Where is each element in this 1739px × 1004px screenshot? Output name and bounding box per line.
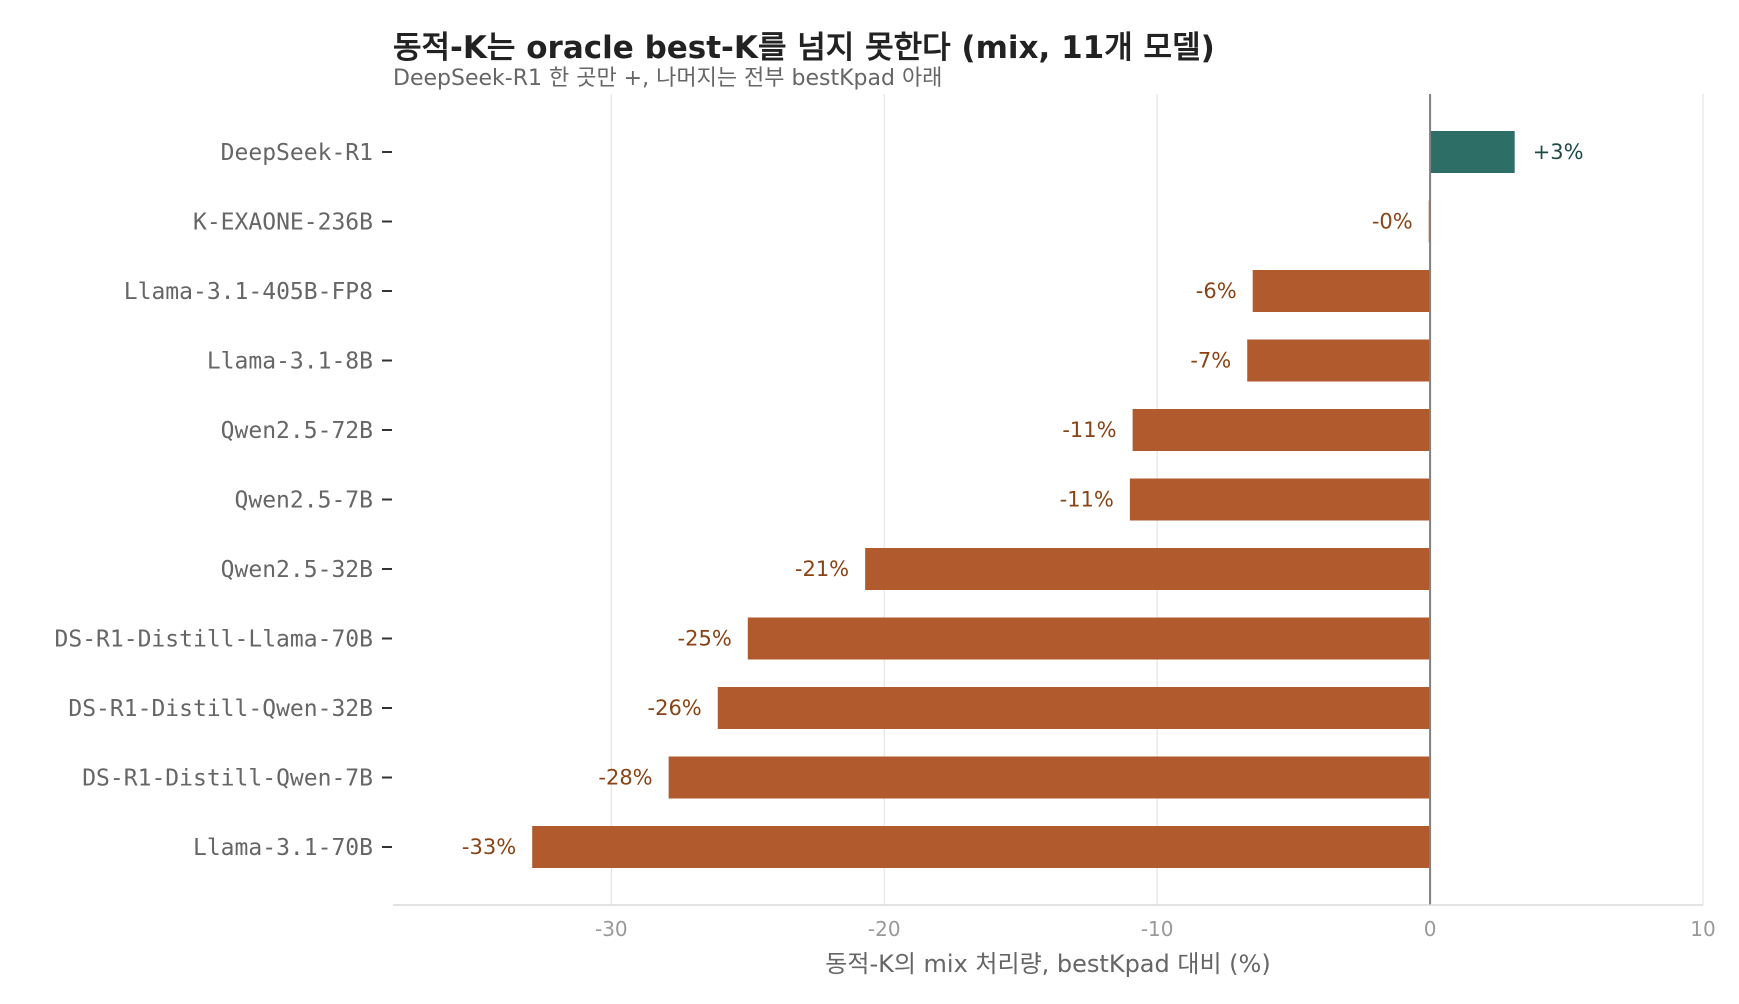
bar xyxy=(865,548,1431,590)
category-label: DS-R1-Distill-Llama-70B xyxy=(55,627,374,653)
category-label: K-EXAONE-236B xyxy=(193,210,373,236)
x-tick-label: -20 xyxy=(868,917,901,941)
bar xyxy=(1252,270,1431,312)
category-label: Llama-3.1-70B xyxy=(193,835,373,861)
bar xyxy=(1247,339,1431,382)
data-label: -33% xyxy=(462,835,516,859)
category-label: DS-R1-Distill-Qwen-32B xyxy=(68,696,373,722)
bar xyxy=(1129,478,1431,521)
data-label: -7% xyxy=(1190,349,1231,373)
category-label: Llama-3.1-8B xyxy=(207,349,373,375)
bar xyxy=(1430,131,1515,173)
chart-subtitle: DeepSeek-R1 한 곳만 +, 나머지는 전부 bestKpad 아래 xyxy=(393,66,943,91)
data-label: -26% xyxy=(648,696,702,720)
x-tick-label: -10 xyxy=(1141,917,1174,941)
category-label: Qwen2.5-7B xyxy=(235,488,373,514)
category-label: DS-R1-Distill-Qwen-7B xyxy=(82,766,373,792)
data-label: -6% xyxy=(1196,279,1237,303)
data-label: +3% xyxy=(1533,140,1584,164)
category-label: Qwen2.5-72B xyxy=(221,418,373,444)
data-label: -0% xyxy=(1372,210,1413,234)
category-label: DeepSeek-R1 xyxy=(221,140,373,166)
category-label: Qwen2.5-32B xyxy=(221,557,373,583)
data-label: -28% xyxy=(598,766,652,790)
data-label: -25% xyxy=(678,627,732,651)
bar xyxy=(747,617,1431,660)
bar xyxy=(1132,409,1431,451)
x-axis-label: 동적-K의 mix 처리량, bestKpad 대비 (%) xyxy=(825,950,1270,978)
data-label: -11% xyxy=(1062,418,1116,442)
x-tick-label: 0 xyxy=(1424,917,1437,941)
data-label: -21% xyxy=(795,557,849,581)
bar xyxy=(717,687,1431,729)
x-tick-label: 10 xyxy=(1690,917,1715,941)
bar xyxy=(532,826,1431,868)
bar xyxy=(668,756,1431,799)
x-tick-label: -30 xyxy=(595,917,628,941)
category-label: Llama-3.1-405B-FP8 xyxy=(124,279,373,305)
data-label: -11% xyxy=(1060,488,1114,512)
chart-title: 동적-K는 oracle best-K를 넘지 못한다 (mix, 11개 모델… xyxy=(393,30,1215,66)
